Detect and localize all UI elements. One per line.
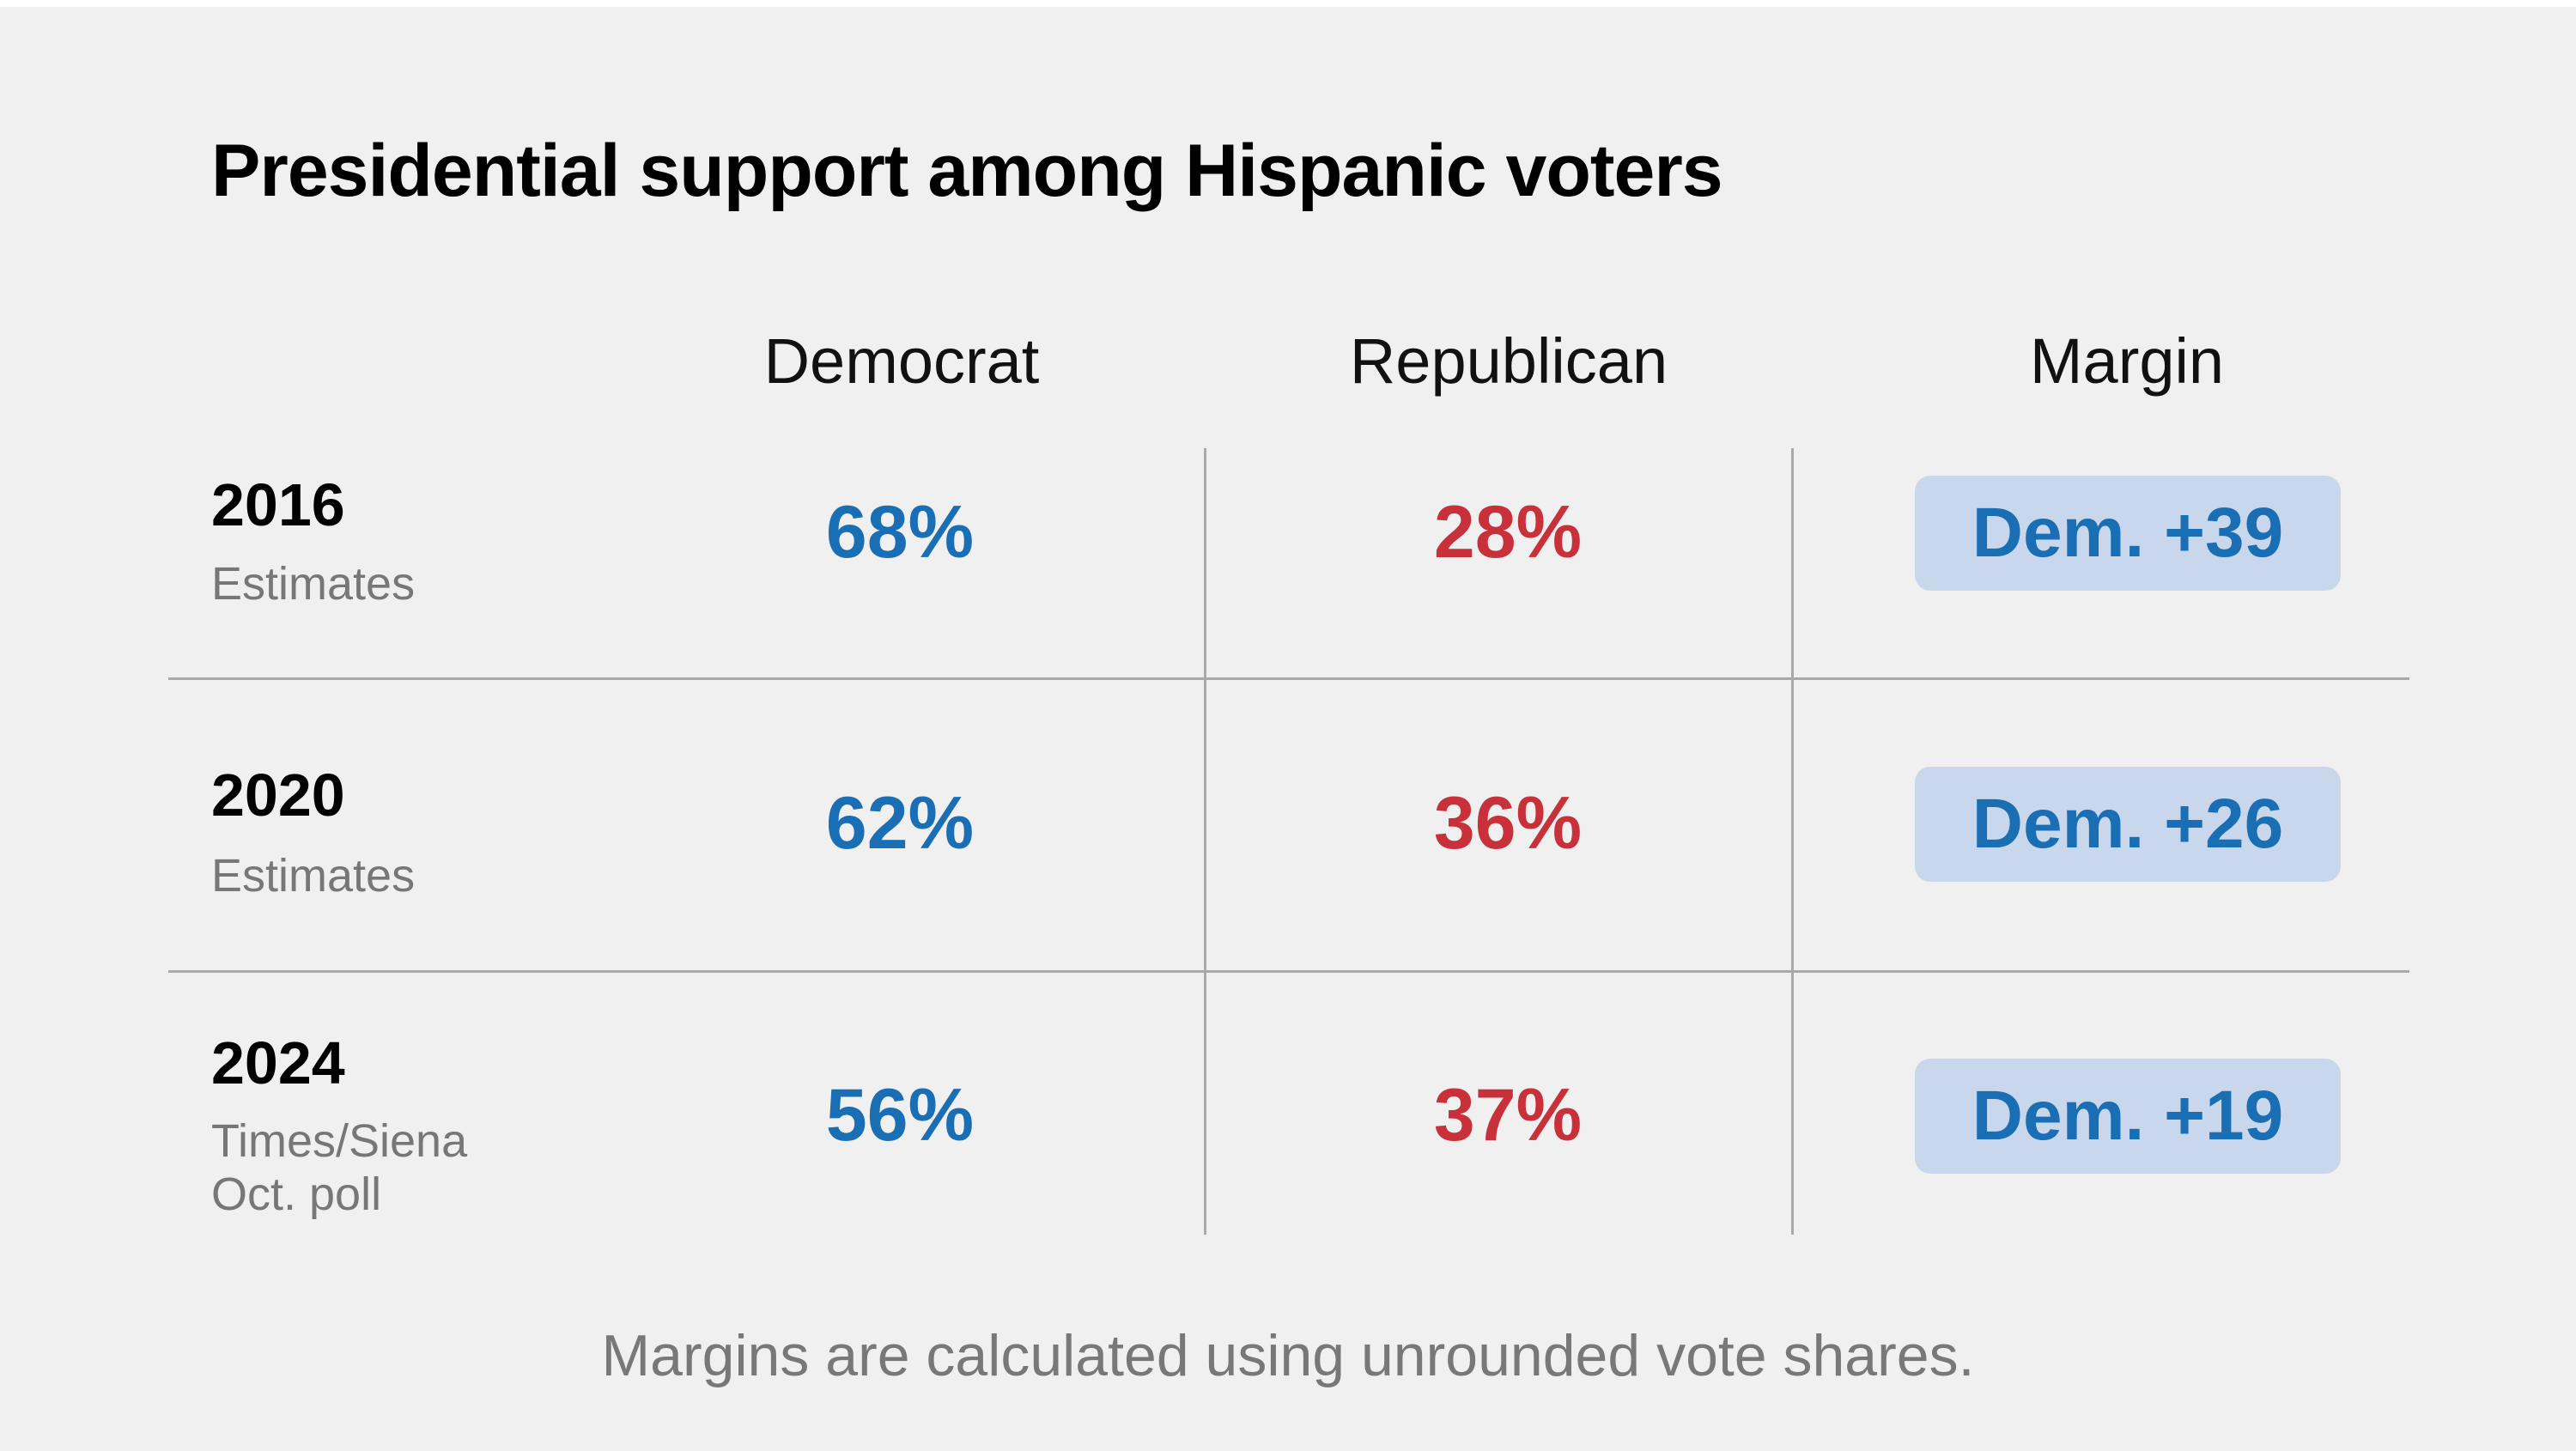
divider-horizontal-1 (168, 677, 2409, 680)
row-source-2024-line2: Oct. poll (211, 1169, 382, 1220)
row-year-2016: 2016 (211, 471, 345, 538)
republican-value-2020: 36% (1433, 782, 1583, 865)
republican-value-2024: 37% (1433, 1074, 1583, 1157)
footnote: Margins are calculated using unrounded v… (601, 1323, 1975, 1388)
democrat-value-2016: 68% (825, 491, 975, 574)
column-header-margin: Margin (2029, 325, 2225, 397)
column-header-republican: Republican (1349, 325, 1668, 397)
row-source-2020: Estimates (211, 850, 416, 902)
row-source-2016: Estimates (211, 558, 416, 610)
margin-badge-2016: Dem. +39 (1915, 476, 2341, 591)
democrat-value-2024: 56% (825, 1074, 975, 1157)
chart-title: Presidential support among Hispanic vote… (211, 130, 1723, 212)
row-year-2024: 2024 (211, 1029, 345, 1096)
democrat-value-2020: 62% (825, 782, 975, 865)
margin-badge-2020: Dem. +26 (1915, 767, 2341, 882)
margin-badge-2024: Dem. +19 (1915, 1059, 2341, 1174)
row-source-2024: Times/Siena (211, 1115, 468, 1167)
divider-vertical-1 (1204, 448, 1206, 1235)
divider-horizontal-2 (168, 970, 2409, 973)
row-year-2020: 2020 (211, 762, 345, 829)
column-header-democrat: Democrat (763, 325, 1040, 397)
divider-vertical-2 (1791, 448, 1794, 1235)
republican-value-2016: 28% (1433, 491, 1583, 574)
chart-card: Presidential support among Hispanic vote… (0, 7, 2576, 1451)
